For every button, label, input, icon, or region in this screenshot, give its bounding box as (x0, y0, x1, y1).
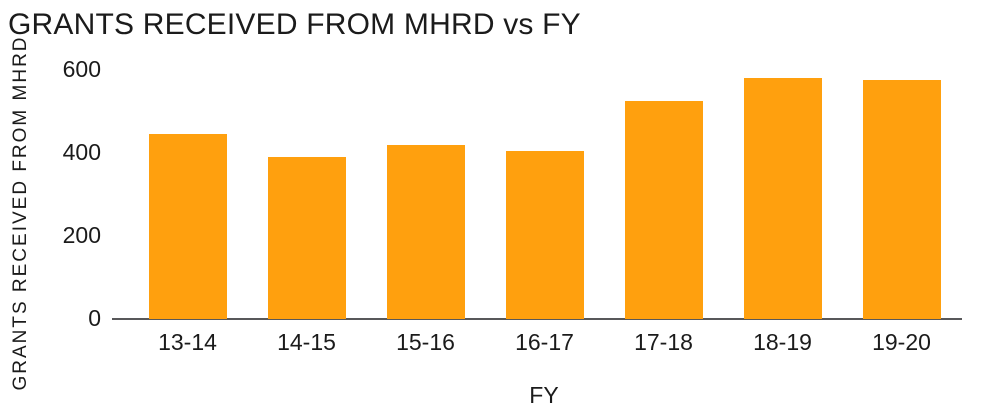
bar-19-20 (862, 80, 941, 319)
x-tick-label-13-14: 13-14 (158, 329, 217, 355)
bar-17-18 (624, 101, 703, 319)
bar-18-19 (743, 78, 822, 319)
chart-title: GRANTS RECEIVED FROM MHRD vs FY (8, 8, 581, 41)
y-axis-label: GRANTS RECEIVED FROM MHRD (10, 35, 31, 391)
bar-13-14 (148, 134, 227, 319)
x-tick-label-15-16: 15-16 (396, 329, 455, 355)
x-axis-label: FY (529, 382, 559, 408)
x-tick-label-18-19: 18-19 (753, 329, 812, 355)
bar-15-16 (386, 144, 465, 319)
bar-16-17 (505, 150, 584, 319)
x-tick-label-19-20: 19-20 (872, 329, 931, 355)
x-tick-label-17-18: 17-18 (634, 329, 693, 355)
y-tick-label-400: 400 (62, 138, 101, 165)
x-tick-label-16-17: 16-17 (515, 329, 574, 355)
plot-area: 0 200 400 600 13-14 14-15 15-16 16-17 17-18 18-19… (63, 56, 961, 355)
y-tick-label-600: 600 (62, 55, 101, 82)
y-tick-label-200: 200 (62, 221, 101, 248)
bar-14-15 (267, 157, 346, 319)
x-tick-label-14-15: 14-15 (277, 329, 336, 355)
x-axis-baseline (112, 318, 962, 320)
y-tick-label-0: 0 (88, 304, 101, 331)
